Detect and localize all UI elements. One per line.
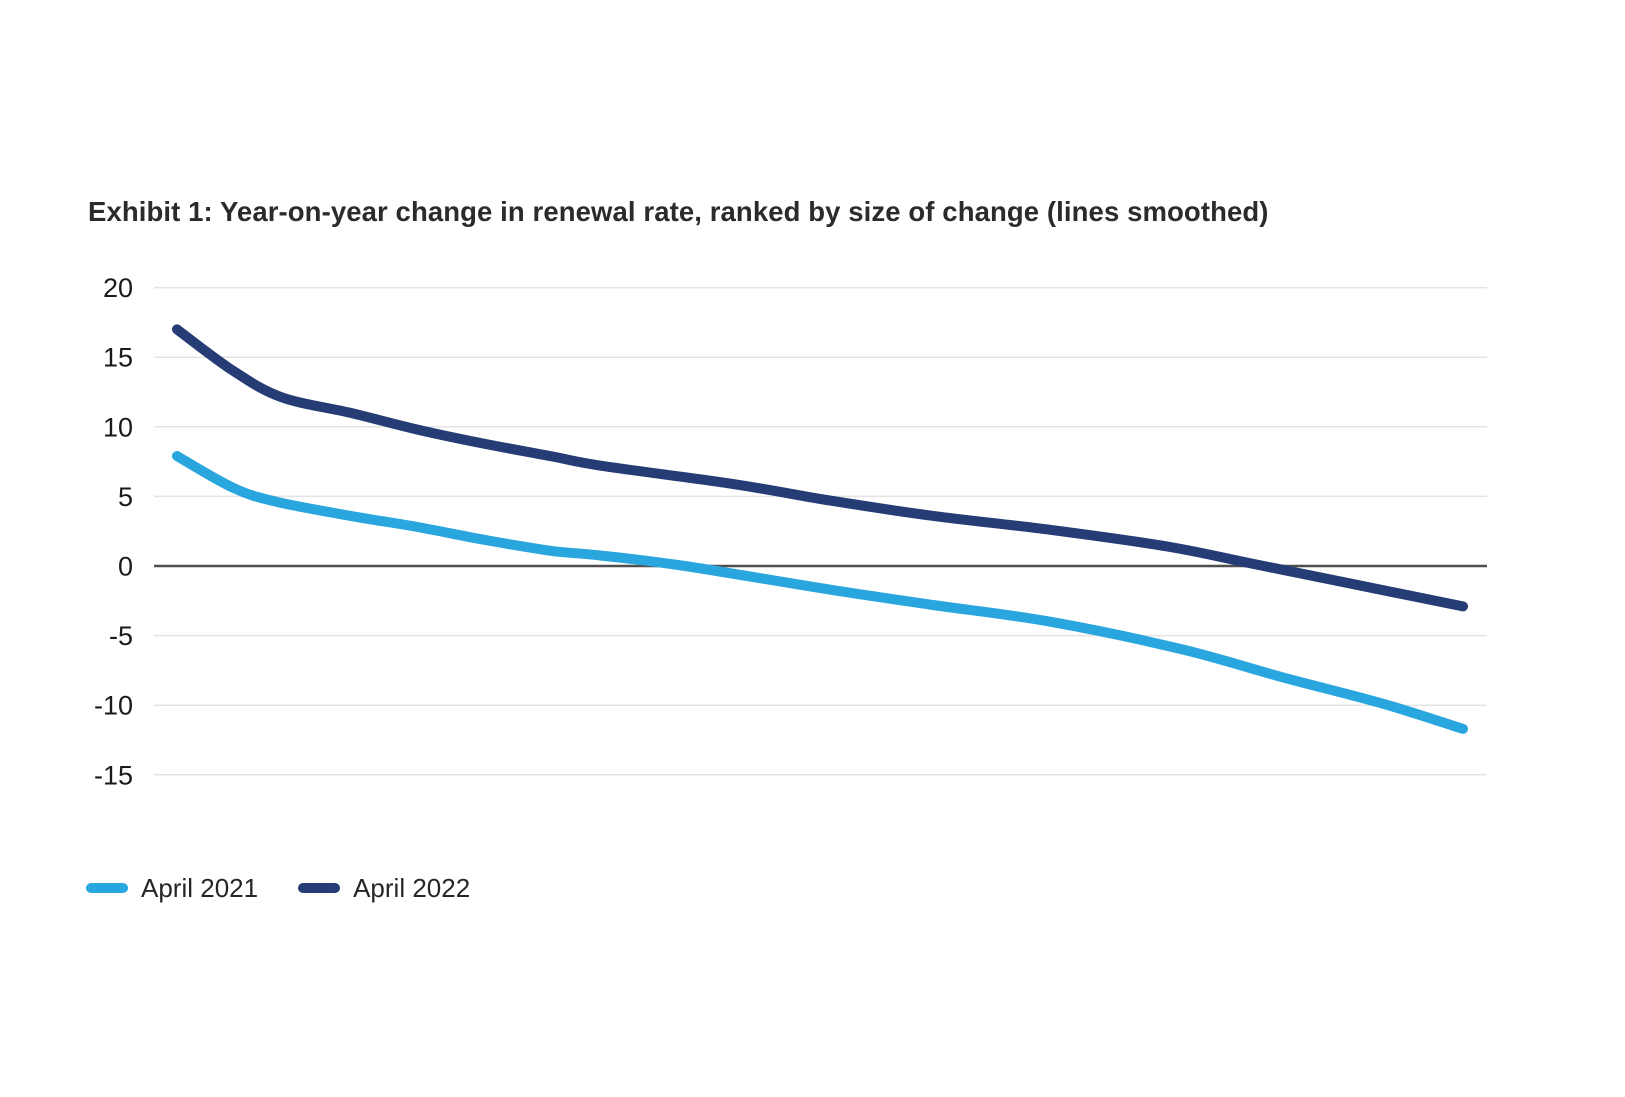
y-tick-label-5: 5 <box>118 482 133 512</box>
y-tick-label--15: -15 <box>94 760 133 790</box>
legend-swatch-april-2021 <box>86 883 128 893</box>
legend-item-april-2021: April 2021 <box>86 872 258 904</box>
chart-legend: April 2021 April 2022 <box>86 872 470 904</box>
series-line-april-2022 <box>172 324 1468 612</box>
legend-label-april-2022: April 2022 <box>353 873 471 903</box>
y-tick-label--5: -5 <box>109 621 133 651</box>
series-line-april-2021 <box>172 451 1468 734</box>
y-tick-label-15: 15 <box>103 343 133 373</box>
y-tick-label--10: -10 <box>94 691 133 721</box>
legend-item-april-2022: April 2022 <box>298 872 470 904</box>
y-tick-label-0: 0 <box>118 552 133 582</box>
y-tick-label-10: 10 <box>103 412 133 442</box>
page-title: Exhibit 1: Year-on-year change in renewa… <box>88 196 1269 227</box>
legend-swatch-april-2022 <box>298 883 341 893</box>
legend-label-april-2021: April 2021 <box>141 873 259 903</box>
y-tick-label-20: 20 <box>103 273 133 303</box>
